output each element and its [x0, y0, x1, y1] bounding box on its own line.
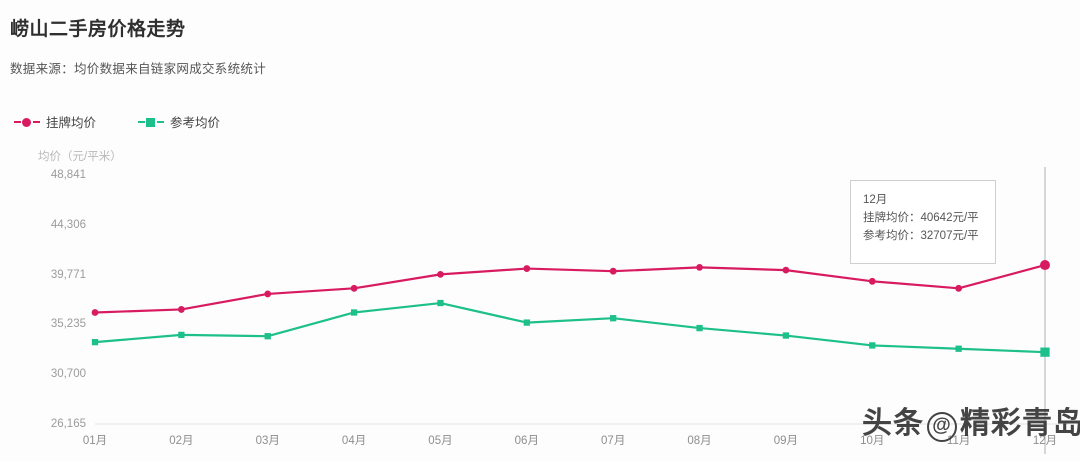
- legend-label-reference-price: 参考均价: [170, 116, 221, 130]
- y-axis-tick-label: 39,771: [50, 268, 86, 281]
- data-point-marker[interactable]: [350, 284, 358, 292]
- y-axis-tick-label: 30,700: [50, 368, 86, 381]
- data-point-marker[interactable]: [609, 267, 617, 275]
- tooltip-listed-price: 挂牌均价：40642元/平: [863, 212, 979, 224]
- data-point-marker[interactable]: [869, 342, 876, 349]
- data-point-marker[interactable]: [782, 332, 790, 339]
- data-point-marker[interactable]: [177, 306, 185, 313]
- x-axis-tick-label: 10月: [860, 435, 885, 447]
- data-point-marker[interactable]: [696, 263, 703, 271]
- watermark-prefix: 头条: [862, 407, 924, 440]
- series-line: [93, 263, 1047, 314]
- data-point-marker[interactable]: [955, 284, 963, 292]
- y-axis-tick-label: 48,841: [50, 169, 86, 181]
- data-point-marker[interactable]: [1040, 260, 1050, 271]
- data-point-marker[interactable]: [610, 315, 617, 322]
- data-point-marker[interactable]: [350, 309, 358, 316]
- y-axis-tick-label: 26,165: [50, 418, 86, 430]
- y-axis-tick-label: 35,235: [50, 318, 86, 331]
- data-point-marker[interactable]: [523, 319, 530, 326]
- legend-item-listed-price[interactable]: 挂牌均价: [14, 112, 96, 131]
- watermark: 头条 @ 精彩青岛: [862, 398, 1080, 442]
- legend-label-listed-price: 挂牌均价: [46, 116, 97, 130]
- watermark-name: 精彩青岛: [960, 407, 1080, 440]
- data-point-marker[interactable]: [523, 265, 531, 272]
- tooltip-month: 12月: [863, 194, 888, 206]
- series-line: [93, 301, 1047, 354]
- data-point-marker[interactable]: [91, 338, 99, 346]
- chart-subtitle: 数据来源：均价数据来自链家网成交系统统计: [10, 62, 267, 76]
- data-point-marker[interactable]: [437, 299, 444, 307]
- x-axis-tick-label: 11月: [946, 435, 971, 447]
- data-point-marker[interactable]: [91, 309, 99, 316]
- data-point-marker[interactable]: [696, 324, 703, 332]
- x-axis-tick-label: 12月: [1032, 435, 1058, 447]
- x-axis-tick-label: 08月: [687, 435, 712, 447]
- x-axis-tick-label: 07月: [601, 435, 626, 447]
- at-sign-icon: @: [927, 412, 957, 442]
- x-axis-tick-label: 09月: [773, 435, 799, 447]
- y-axis-labels: 26,165 30,700 35,235 39,771 44,306 48,841: [0, 0, 86, 462]
- x-axis-tick-label: 01月: [82, 435, 108, 447]
- data-point-marker[interactable]: [955, 345, 962, 352]
- y-axis-unit-label: 均价（元/平米）: [38, 151, 122, 163]
- legend-item-reference-price[interactable]: 参考均价: [138, 112, 220, 131]
- tooltip-reference-price: 参考均价：32707元/平: [863, 230, 979, 242]
- data-point-marker[interactable]: [868, 277, 876, 285]
- chart-tooltip: 12月 挂牌均价：40642元/平 参考均价：32707元/平: [850, 180, 996, 264]
- x-axis-tick-label: 05月: [428, 435, 453, 447]
- data-point-marker[interactable]: [437, 270, 444, 278]
- data-point-marker[interactable]: [782, 266, 790, 274]
- data-point-marker[interactable]: [264, 333, 271, 340]
- y-axis-tick-label: 44,306: [50, 218, 86, 231]
- x-axis-tick-label: 06月: [514, 435, 539, 447]
- chart-legend: 挂牌均价 参考均价: [14, 112, 220, 131]
- x-axis-tick-label: 04月: [341, 435, 367, 447]
- page-title: 崂山二手房价格走势: [10, 19, 186, 40]
- legend-marker-circle-icon: [14, 116, 40, 128]
- x-axis-tick-label: 03月: [255, 435, 280, 447]
- legend-marker-square-icon: [138, 116, 165, 128]
- data-point-marker[interactable]: [264, 290, 272, 298]
- x-axis-tick-label: 02月: [169, 435, 194, 447]
- data-point-marker[interactable]: [178, 331, 185, 339]
- data-point-marker[interactable]: [1040, 347, 1050, 357]
